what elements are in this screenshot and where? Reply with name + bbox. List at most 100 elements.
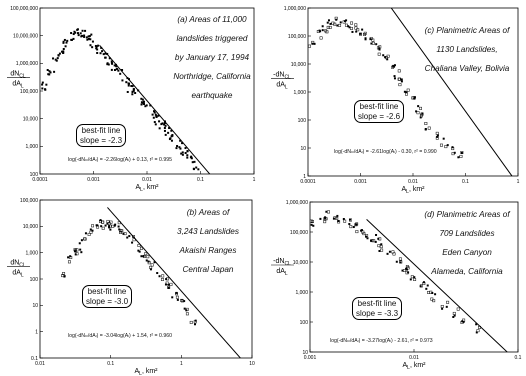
chart-d-data-point bbox=[348, 223, 351, 226]
chart-c-data-point bbox=[350, 21, 354, 25]
chart-a-data-point bbox=[108, 57, 111, 60]
chart-b-data-point bbox=[144, 252, 148, 256]
chart-a-data-point bbox=[160, 123, 163, 126]
chart-b-title-line-1: (b) Areas of bbox=[186, 207, 230, 217]
chart-d-data-point bbox=[374, 240, 377, 243]
chart-c-title-line-1: (c) Planimetric Areas of bbox=[424, 25, 510, 35]
chart-a-data-point bbox=[127, 84, 130, 87]
chart-b-data-point bbox=[78, 242, 81, 245]
chart-d-data-point bbox=[388, 250, 391, 253]
chart-b-callout-line-1: best-fit line bbox=[87, 287, 127, 296]
chart-d-data-point bbox=[337, 219, 340, 222]
chart-d-data-point bbox=[407, 271, 410, 274]
chart-b-data-point bbox=[131, 241, 134, 244]
chart-d-data-point bbox=[366, 237, 369, 240]
chart-panel-a: 100 1,000 10,000 100,000 1,000,000 10,000,000… bbox=[0, 0, 262, 193]
chart-d-ytick-label: 10 bbox=[302, 350, 308, 356]
chart-d-data-point bbox=[441, 307, 444, 310]
chart-d-data-point bbox=[409, 278, 412, 281]
chart-a-data-point bbox=[99, 52, 102, 55]
chart-a-data-point bbox=[153, 110, 156, 113]
chart-d-data-point bbox=[430, 297, 434, 301]
chart-a-data-point bbox=[168, 138, 171, 141]
chart-a-data-point bbox=[115, 65, 118, 68]
chart-c-data-point bbox=[382, 54, 385, 57]
chart-a-data-point bbox=[184, 147, 187, 150]
chart-a-data-point bbox=[163, 127, 166, 130]
chart-a-ytick-label: 100,000,000 bbox=[10, 6, 38, 12]
chart-b-data-point bbox=[158, 275, 161, 278]
chart-a-data-point bbox=[154, 113, 157, 116]
chart-d-data-point bbox=[380, 248, 384, 252]
chart-d-data-point bbox=[362, 232, 366, 236]
chart-b-data-point bbox=[101, 226, 105, 230]
chart-b-ytick-label: 10,000 bbox=[23, 224, 39, 230]
chart-b-data-point bbox=[167, 286, 170, 289]
chart-a-data-point bbox=[64, 45, 67, 48]
chart-c-data-point bbox=[451, 146, 454, 149]
chart-b-data-point bbox=[166, 277, 170, 281]
chart-a-data-point bbox=[132, 88, 135, 91]
chart-b-data-point bbox=[104, 224, 107, 227]
chart-b-data-point bbox=[113, 224, 116, 227]
chart-a-data-point bbox=[62, 40, 65, 43]
chart-d-data-point bbox=[337, 220, 341, 224]
chart-d-data-point bbox=[453, 314, 456, 317]
chart-c-data-point bbox=[405, 92, 408, 96]
chart-a-data-point bbox=[41, 83, 44, 86]
chart-c-data-point bbox=[349, 26, 353, 30]
chart-d-equation: log(-dNₙₗ/dAₗ) = -3.27log(Aₗ) - 2.61, r²… bbox=[330, 338, 433, 344]
chart-d-data-point bbox=[401, 269, 404, 272]
chart-b-best-fit-line bbox=[107, 207, 242, 358]
chart-a-data-point bbox=[134, 92, 137, 95]
chart-panel-b: 0.1 1 10 100 1,000 10,000 100,000 0.01 0.1 1 10 AL,… bbox=[0, 192, 262, 376]
chart-d-data-point bbox=[398, 257, 402, 261]
chart-a-svg: 100 1,000 10,000 100,000 1,000,000 10,000,000… bbox=[7, 6, 256, 193]
chart-d-data-point bbox=[378, 249, 381, 252]
chart-a-data-point bbox=[144, 105, 147, 108]
chart-a-data-point bbox=[158, 120, 161, 123]
chart-a-callout: best-fit line slope = -2.3 bbox=[76, 124, 127, 147]
chart-d-data-point bbox=[370, 239, 374, 243]
chart-a-data-point bbox=[91, 46, 94, 49]
chart-a-data-point bbox=[190, 157, 193, 160]
chart-c-xtick-label: 0.01 bbox=[408, 179, 418, 185]
chart-d-data-point bbox=[419, 285, 422, 288]
chart-a-data-point bbox=[131, 90, 134, 93]
chart-b-callout-line-2: slope = -3.0 bbox=[86, 296, 129, 306]
chart-c-data-point bbox=[361, 28, 364, 31]
chart-c-data-point bbox=[393, 64, 396, 67]
chart-c-ytick-label: 10,000 bbox=[291, 62, 307, 68]
chart-a-data-point bbox=[62, 41, 65, 44]
chart-b-data-point bbox=[67, 260, 71, 264]
chart-a-data-point bbox=[41, 81, 44, 84]
chart-a-data-point bbox=[132, 89, 135, 92]
chart-d-x-axis-label: AL, km² bbox=[402, 362, 426, 371]
chart-c-data-point bbox=[400, 80, 403, 83]
chart-b-ytick-label: 100 bbox=[30, 277, 39, 283]
chart-a-data-point bbox=[79, 32, 82, 35]
chart-b-ytick-label: 1,000 bbox=[25, 250, 38, 256]
chart-d-xtick-label: 0.001 bbox=[304, 355, 317, 361]
chart-a-data-point bbox=[62, 50, 65, 53]
chart-a-data-point bbox=[49, 71, 52, 74]
chart-d-data-point bbox=[445, 305, 448, 308]
chart-c-data-point bbox=[313, 42, 316, 45]
chart-d-data-point bbox=[377, 237, 380, 240]
chart-a-data-point bbox=[88, 35, 91, 38]
chart-b-data-point bbox=[145, 259, 148, 262]
chart-b-data-point bbox=[73, 248, 77, 252]
chart-a-title-line-3: by January 17, 1994 bbox=[174, 52, 250, 62]
chart-d-data-point bbox=[432, 299, 436, 303]
chart-b-y-axis-label-numerator: dNCL bbox=[10, 259, 26, 268]
chart-d-data-point bbox=[426, 284, 429, 287]
chart-c-title-line-2: 1130 Landslides, bbox=[436, 44, 498, 54]
chart-a-data-point bbox=[46, 69, 49, 72]
chart-c-data-point bbox=[371, 41, 375, 45]
chart-d-data-point bbox=[355, 230, 359, 234]
chart-c-data-point bbox=[427, 126, 431, 130]
chart-a-data-point bbox=[76, 32, 79, 35]
chart-a-data-point bbox=[104, 56, 107, 59]
chart-c-y-axis-label-denominator: dAL bbox=[276, 82, 288, 91]
